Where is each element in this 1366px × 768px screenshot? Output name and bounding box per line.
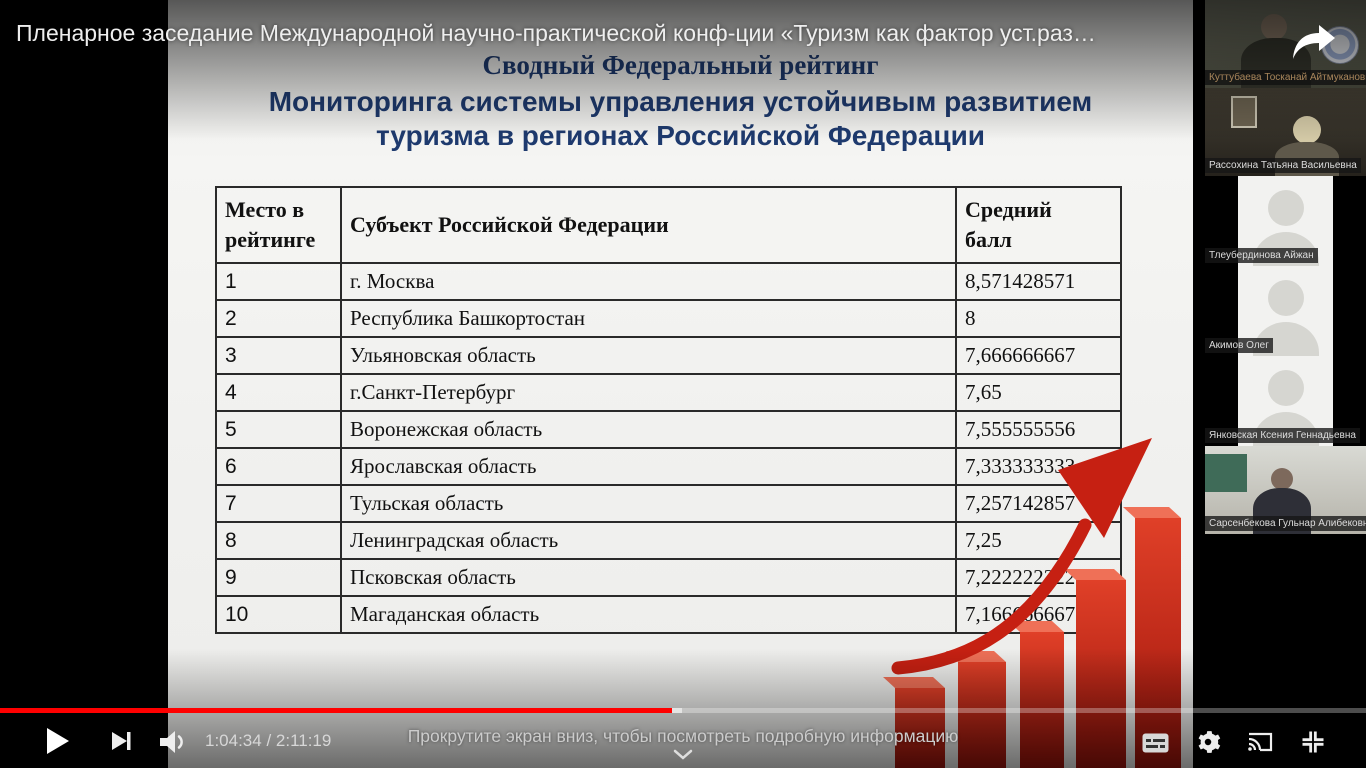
play-button[interactable] bbox=[45, 726, 71, 761]
participant-name: Куттубаева Тосканай Айтмукановна bbox=[1205, 69, 1366, 85]
table-row: 1 г. Москва 8,571428571 bbox=[215, 262, 1122, 301]
progress-bar[interactable] bbox=[0, 708, 1366, 713]
exit-fullscreen-icon bbox=[1302, 731, 1324, 753]
participant-name: Янковская Ксения Геннадьевна bbox=[1205, 427, 1360, 443]
table-row: 7 Тульская область 7,257142857 bbox=[215, 484, 1122, 523]
video-title-link[interactable]: Пленарное заседание Международной научно… bbox=[16, 20, 1096, 46]
slide-title-line1: Сводный Федеральный рейтинг bbox=[482, 50, 879, 80]
person-silhouette bbox=[1261, 14, 1287, 40]
table-row: 5 Воронежская область 7,555555556 bbox=[215, 410, 1122, 449]
participant-name: Акимов Олег bbox=[1205, 337, 1273, 353]
progress-buffered bbox=[672, 708, 682, 713]
growth-chart-graphic bbox=[883, 438, 1181, 768]
header-subject: Субъект Российской Федерации bbox=[340, 186, 957, 264]
volume-button[interactable] bbox=[158, 729, 192, 760]
participant-name: Тлеубердинова Айжан bbox=[1205, 247, 1318, 263]
table-row: 3 Ульяновская область 7,666666667 bbox=[215, 336, 1122, 375]
participant-avatar-5: Янковская Ксения Геннадьевна bbox=[1205, 356, 1366, 446]
next-icon bbox=[112, 732, 131, 750]
header-rank: Место в рейтинге bbox=[215, 186, 342, 264]
cast-button[interactable] bbox=[1246, 731, 1274, 758]
table-row: 4 г.Санкт-Петербург 7,65 bbox=[215, 373, 1122, 412]
settings-button[interactable] bbox=[1195, 729, 1221, 760]
table-row: 8 Ленинградская область 7,25 bbox=[215, 521, 1122, 560]
slide-title-line3: туризма в регионах Российской Федерации bbox=[375, 120, 986, 151]
person-silhouette bbox=[1293, 116, 1321, 144]
avatar-head bbox=[1267, 280, 1304, 316]
participant-video-6: Сарсенбекова Гульнар Алибековна bbox=[1205, 446, 1366, 534]
time-display: 1:04:34 / 2:11:19 bbox=[205, 731, 332, 750]
chevron-down-icon[interactable] bbox=[673, 747, 693, 765]
exit-fullscreen-button[interactable] bbox=[1299, 728, 1327, 761]
avatar-head bbox=[1267, 370, 1304, 406]
next-button[interactable] bbox=[108, 728, 134, 759]
avatar-head bbox=[1267, 190, 1304, 226]
share-button[interactable] bbox=[1289, 21, 1339, 66]
participant-video-1: Куттубаева Тосканай Айтмукановна bbox=[1205, 0, 1366, 88]
participant-avatar-3: Тлеубердинова Айжан bbox=[1205, 176, 1366, 266]
gear-icon bbox=[1198, 731, 1221, 753]
play-icon bbox=[47, 728, 69, 754]
subtitles-icon bbox=[1142, 733, 1169, 753]
participant-avatar-4: Акимов Олег bbox=[1205, 266, 1366, 356]
progress-played bbox=[0, 708, 672, 713]
header-score: Средний балл bbox=[955, 186, 1122, 264]
participants-sidebar: Куттубаева Тосканай Айтмукановна Рассохи… bbox=[1205, 0, 1366, 768]
participant-name: Сарсенбекова Гульнар Алибековна bbox=[1205, 515, 1366, 531]
share-arrow-icon bbox=[1293, 25, 1335, 59]
subtitles-button[interactable] bbox=[1142, 733, 1169, 758]
green-board bbox=[1205, 454, 1247, 492]
volume-icon bbox=[160, 731, 183, 753]
cast-icon bbox=[1248, 732, 1273, 752]
shared-slide: Сводный Федеральный рейтинг Мониторинга … bbox=[168, 0, 1193, 768]
participant-video-2: Рассохина Татьяна Васильевна bbox=[1205, 88, 1366, 176]
participant-name: Рассохина Татьяна Васильевна bbox=[1205, 157, 1361, 173]
table-header-row: Место в рейтинге Субъект Российской Феде… bbox=[215, 186, 1122, 264]
table-row: 2 Республика Башкортостан 8 bbox=[215, 299, 1122, 338]
picture-frame bbox=[1231, 96, 1257, 128]
slide-title-line2: Мониторинга системы управления устойчивы… bbox=[268, 86, 1093, 117]
person-silhouette bbox=[1271, 468, 1293, 490]
